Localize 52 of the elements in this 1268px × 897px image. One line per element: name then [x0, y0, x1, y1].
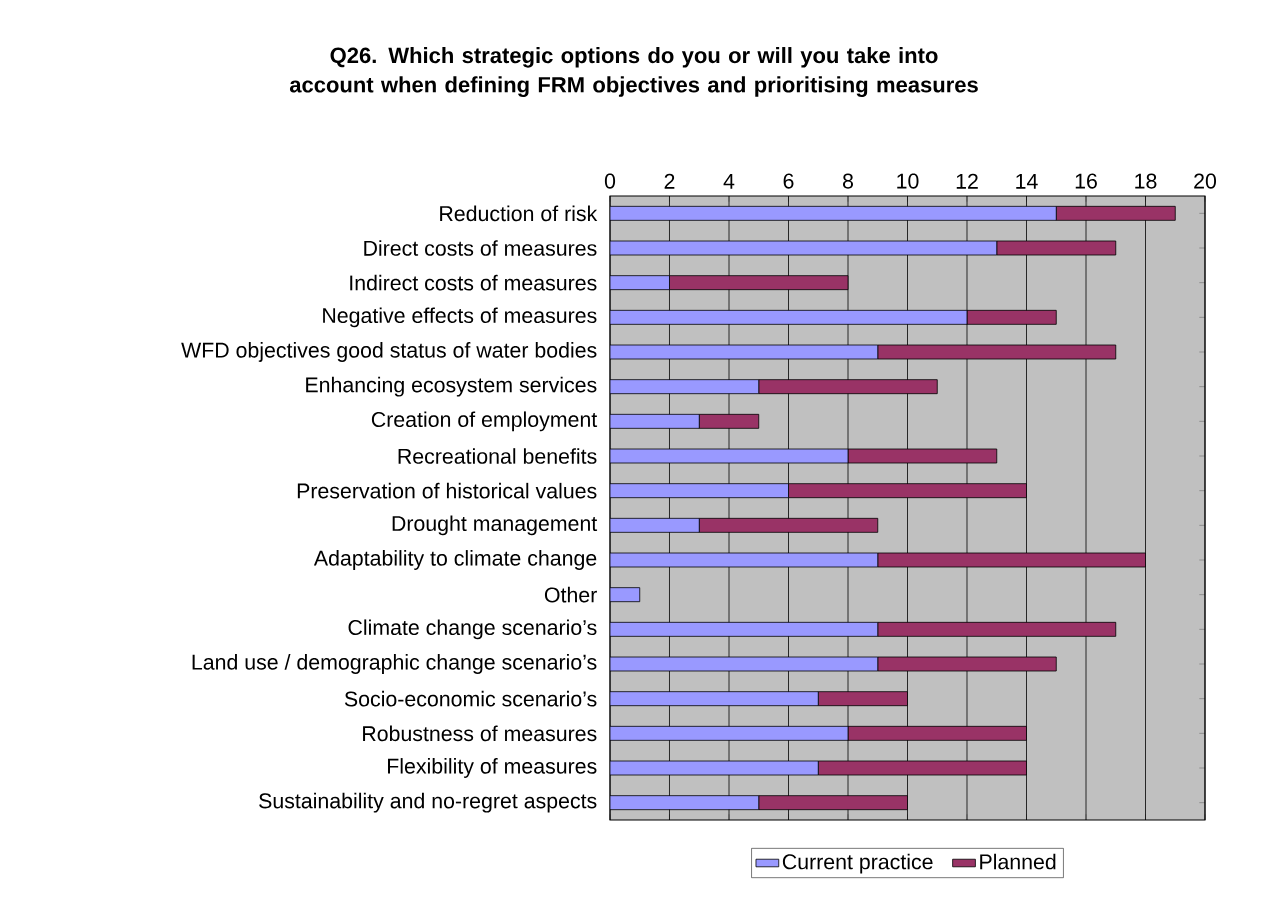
bar [610, 621, 879, 637]
bar [610, 483, 789, 499]
bar [610, 517, 700, 533]
bar [610, 275, 670, 291]
chart-title: Q26. Which strategic options do you or will you take into account when defining FRM objectives and prioritising measures [289, 47, 978, 97]
y-tick-label: Adaptability to climate change [313, 550, 597, 570]
bar [610, 725, 849, 741]
bar [610, 309, 968, 325]
x-tick-label: 6 [783, 173, 794, 189]
x-tick-label: 4 [723, 173, 735, 189]
x-tick-label: 12 [956, 173, 978, 189]
y-tick-label: Reduction of risk [440, 205, 598, 222]
x-tick-label: 16 [1075, 173, 1097, 189]
y-tick-label: Land use / demographic change scenario’s [192, 654, 597, 674]
bar [788, 483, 1027, 499]
legend-label: Planned [980, 853, 1056, 870]
bar [817, 760, 1027, 776]
bar [610, 205, 1057, 221]
y-tick-label: Climate change scenario’s [348, 619, 597, 640]
y-tick-label: Preservation of historical values [297, 482, 597, 499]
bar [817, 691, 908, 707]
y-tick-label: Recreational benefits [398, 448, 597, 464]
bar [610, 413, 700, 429]
bar [610, 795, 760, 811]
bar [610, 379, 760, 395]
legend-label: Current practice [782, 853, 933, 874]
x-tick-label: 2 [664, 173, 675, 189]
bar [758, 379, 938, 395]
y-tick-label: Other [544, 586, 597, 603]
y-tick-label: Drought management [392, 515, 598, 536]
y-tick-label: Enhancing ecosystem services [306, 376, 597, 397]
y-tick-label: Robustness of measures [363, 725, 597, 742]
y-tick-label: Creation of employment [371, 411, 598, 432]
y-tick-label: Direct costs of measures [364, 240, 597, 256]
y-tick-label: Socio-economic scenario’s [344, 690, 597, 707]
bar [698, 413, 760, 429]
bar [847, 448, 998, 464]
x-tick-label: 10 [897, 173, 919, 189]
x-tick-label: 0 [604, 173, 616, 189]
bar [610, 691, 819, 707]
x-tick-label: 8 [842, 173, 854, 189]
y-tick-label: Sustainability and no-regret aspects [259, 792, 597, 813]
y-tick-label: Flexibility of measures [388, 758, 597, 778]
bar [669, 275, 849, 291]
x-tick-label: 14 [1016, 173, 1038, 189]
y-tick-label: Negative effects of measures [323, 307, 597, 328]
bar [698, 517, 879, 533]
y-tick-label: Indirect costs of measures [350, 274, 597, 291]
y-tick-label: WFD objectives good status of water bodies [181, 342, 597, 362]
x-tick-label: 20 [1194, 173, 1217, 189]
x-tick-label: 18 [1135, 173, 1157, 189]
bar [847, 725, 1027, 741]
